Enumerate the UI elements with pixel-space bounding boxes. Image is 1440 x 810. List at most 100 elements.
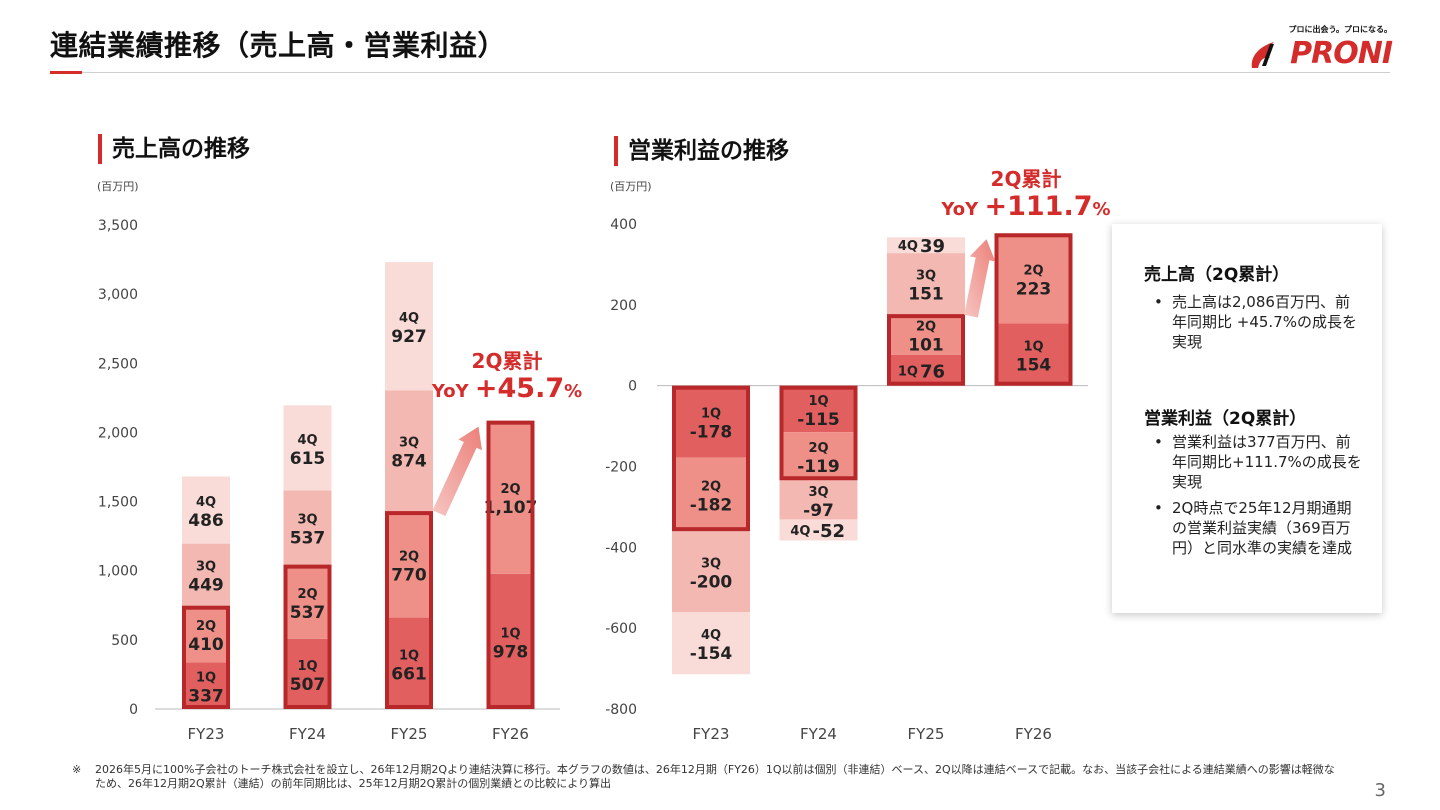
bar-segment-2q — [283, 564, 332, 639]
segment-quarter-label: 3Q — [196, 560, 216, 575]
segment-value-label: 1,107 — [484, 498, 538, 518]
segment-quarter-label: 4Q — [297, 433, 317, 448]
segment-value-label: 151 — [908, 285, 944, 305]
x-tick-label: FY24 — [289, 725, 326, 743]
bar-segment-4q — [672, 612, 750, 675]
bar-segment-2q — [994, 233, 1073, 324]
summary-op-bullet-1: 営業利益は377百万円、前年同期比+111.7%の成長を実現 — [1154, 432, 1364, 492]
segment-quarter-label: 3Q — [916, 269, 936, 284]
cumulative-2q-outline — [994, 233, 1073, 386]
x-tick-label: FY25 — [391, 725, 428, 743]
bar-segment-3q — [887, 253, 965, 315]
segment-quarter-label: 2Q — [399, 549, 419, 564]
bar-segment-2q — [672, 457, 750, 532]
segment-value-label: 154 — [1016, 356, 1052, 376]
segment-quarter-label: 2Q — [196, 619, 216, 634]
callout-arrow — [432, 426, 483, 517]
callout-yoy-label: YoY +45.7% — [431, 373, 582, 404]
segment-value-label: -200 — [690, 573, 733, 593]
bar-segment-4q — [283, 405, 332, 491]
segment-quarter-label: 4Q — [399, 311, 419, 326]
segment-value-label: 615 — [290, 449, 326, 469]
x-tick-label: FY26 — [492, 725, 529, 743]
x-tick-label: FY23 — [693, 725, 730, 743]
y-tick-label: 0 — [129, 702, 138, 718]
summary-sales-bullet: 売上高は2,086百万円、前年同期比 +45.7%の成長を実現 — [1154, 292, 1364, 352]
x-tick-label: FY23 — [188, 725, 225, 743]
callout-yoy-label: YoY +111.7% — [940, 191, 1110, 222]
y-tick-label: -800 — [605, 702, 637, 718]
segment-quarter-label: 4Q — [790, 524, 810, 539]
segment-quarter-label: 2Q — [701, 479, 721, 494]
segment-quarter-label: 1Q — [1023, 340, 1043, 355]
bar-segment-3q — [182, 543, 230, 606]
segment-quarter-label: 1Q — [898, 364, 918, 379]
segment-value-label: -182 — [690, 495, 733, 515]
y-tick-label: 500 — [111, 633, 138, 649]
bar-segment-1q — [283, 638, 332, 709]
segment-quarter-label: 1Q — [500, 626, 520, 641]
segment-value-label: 76 — [920, 361, 945, 382]
bar-segment-4q — [385, 262, 433, 391]
segment-value-label: 486 — [188, 511, 224, 531]
bar-segment-2q — [385, 511, 433, 618]
cumulative-2q-outline — [283, 564, 332, 709]
segment-quarter-label: 1Q — [196, 671, 216, 686]
y-tick-label: -600 — [605, 621, 637, 637]
cumulative-2q-outline — [672, 385, 750, 532]
segment-value-label: -97 — [803, 501, 834, 521]
bar-segment-3q — [779, 480, 858, 520]
y-tick-label: 2,000 — [98, 425, 138, 441]
segment-value-label: -115 — [797, 410, 840, 430]
bar-segment-3q — [672, 531, 750, 612]
proni-logo: プロに出会う。プロになる。 PRONI — [1242, 22, 1393, 72]
callout-arrow — [964, 239, 996, 318]
cumulative-2q-outline — [779, 385, 858, 481]
segment-value-label: 770 — [391, 565, 427, 585]
y-tick-label: -400 — [605, 540, 637, 556]
summary-card: 売上高（2Q累計） 売上高は2,086百万円、前年同期比 +45.7%の成長を実… — [1112, 224, 1382, 613]
segment-quarter-label: 3Q — [701, 557, 721, 572]
y-tick-label: -200 — [605, 460, 637, 476]
cumulative-2q-outline — [486, 420, 535, 709]
summary-op-bullet-2: 2Q時点で25年12月期通期の営業利益実績（369百万円）と同水準の実績を達成 — [1154, 498, 1364, 558]
bar-segment-3q — [385, 390, 433, 512]
op-chart-title: 営業利益の推移 — [614, 136, 789, 166]
cumulative-2q-outline — [385, 511, 433, 710]
cumulative-2q-outline — [182, 605, 230, 709]
x-tick-label: FY26 — [1015, 725, 1052, 743]
sales-chart-title: 売上高の推移 — [98, 134, 250, 164]
segment-quarter-label: 3Q — [808, 485, 828, 500]
page-number: 3 — [1374, 780, 1386, 801]
footnote-mark: ※ — [72, 763, 82, 776]
segment-quarter-label: 4Q — [701, 628, 721, 643]
segment-quarter-label: 3Q — [399, 436, 419, 451]
summary-sales-list: 売上高は2,086百万円、前年同期比 +45.7%の成長を実現 — [1154, 292, 1364, 358]
segment-value-label: -52 — [813, 521, 846, 542]
callout-yoy-prefix: YoY — [431, 381, 475, 402]
segment-value-label: 537 — [290, 603, 326, 623]
summary-op-list: 営業利益は377百万円、前年同期比+111.7%の成長を実現 2Q時点で25年1… — [1154, 432, 1364, 564]
y-tick-label: 2,500 — [98, 356, 138, 372]
summary-sales-heading: 売上高（2Q累計） — [1144, 265, 1290, 285]
bar-segment-1q — [779, 385, 858, 433]
segment-quarter-label: 2Q — [808, 441, 828, 456]
y-tick-label: 1,000 — [98, 564, 138, 580]
segment-value-label: 410 — [188, 635, 224, 655]
y-tick-label: 3,500 — [98, 218, 138, 234]
segment-value-label: 927 — [391, 327, 427, 347]
y-tick-label: 3,000 — [98, 287, 138, 303]
segment-quarter-label: 2Q — [500, 482, 520, 497]
segment-quarter-label: 2Q — [916, 320, 936, 335]
callout-yoy-suffix: % — [564, 381, 582, 402]
segment-value-label: 223 — [1016, 279, 1052, 299]
segment-value-label: -119 — [797, 457, 840, 477]
callout-yoy-suffix: % — [1093, 199, 1111, 220]
y-tick-label: 200 — [610, 298, 637, 314]
segment-value-label: -154 — [690, 644, 733, 664]
y-tick-label: 0 — [628, 379, 637, 395]
logo-wordmark: PRONI — [1290, 36, 1393, 71]
bar-segment-2q — [486, 420, 535, 574]
segment-quarter-label: 4Q — [196, 495, 216, 510]
